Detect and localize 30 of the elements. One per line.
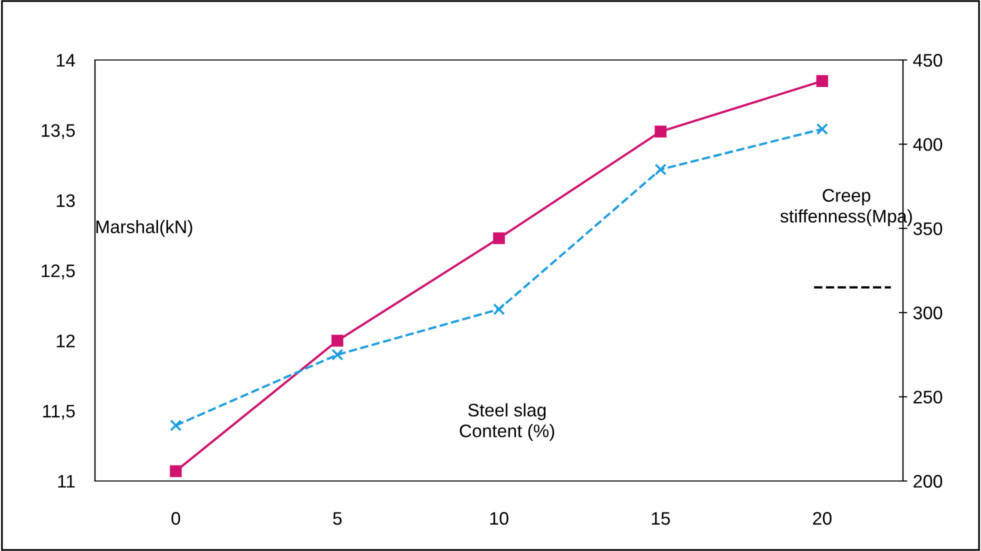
y2-tick-label: 200: [914, 474, 942, 488]
y-tick-label: 11: [58, 475, 75, 488]
x-axis-title: Steel slag Content (%): [460, 403, 554, 441]
point: [654, 164, 667, 176]
x-tick-label: 5: [333, 512, 342, 525]
y-tick-label: 12,5: [42, 264, 75, 280]
y-axis-title: Marshal(kN): [96, 220, 192, 237]
point: [170, 420, 182, 432]
point: [816, 75, 828, 87]
y2-tick-label: 300: [913, 306, 942, 320]
y2-tick-label: 450: [913, 54, 942, 67]
x-tick-label: 10: [490, 512, 508, 525]
point: [170, 465, 182, 478]
y2-tick-label: 350: [913, 222, 942, 236]
point: [493, 303, 505, 316]
x-tick-label: 0: [171, 512, 180, 525]
point: [493, 232, 505, 244]
point: [331, 348, 344, 361]
x-tick-label: 20: [813, 512, 832, 525]
y-tick-label: 14: [56, 54, 76, 67]
point: [816, 123, 828, 135]
y-tick-label: 13: [56, 194, 75, 208]
y2-tick-label: 250: [914, 390, 942, 404]
point: [654, 126, 667, 138]
y-tick-label: 11,5: [43, 404, 75, 420]
x-tick-label: 15: [652, 512, 670, 525]
y2-tick-label: 400: [913, 138, 942, 151]
y-tick-label: 12: [56, 334, 75, 348]
y-tick-label: 13,5: [42, 124, 75, 140]
point: [331, 334, 344, 347]
